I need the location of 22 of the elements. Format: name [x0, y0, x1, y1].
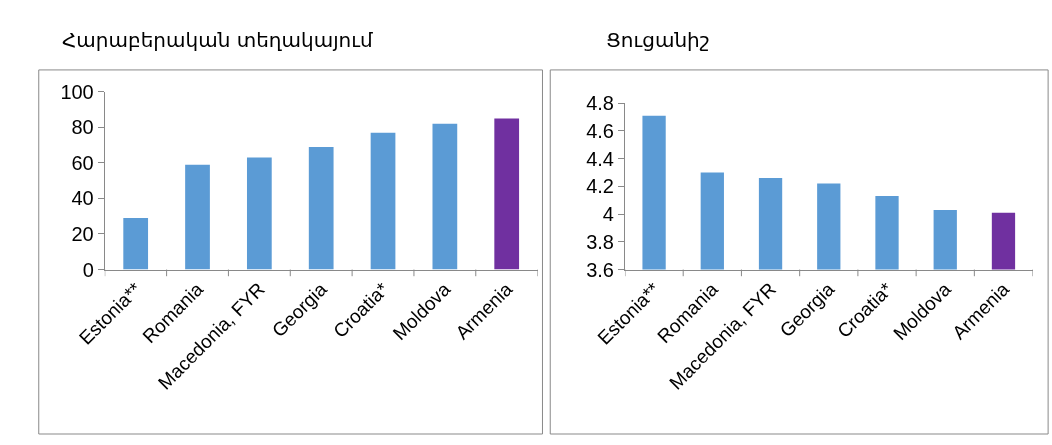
y-tick-label: 80: [71, 116, 94, 139]
y-tick-label: 20: [71, 223, 94, 245]
bar: [370, 132, 396, 270]
y-tick-label: 4: [602, 203, 614, 226]
chart-title: Ցուցանիշ: [606, 28, 710, 52]
y-tick-label: 40: [71, 187, 94, 210]
y-tick-label: 0: [82, 258, 94, 281]
bar: [123, 218, 149, 270]
y-tick-label: 4.2: [586, 175, 614, 198]
y-tick-label: 60: [71, 151, 94, 174]
y-tick-label: 3.6: [586, 258, 614, 281]
chart-title: Հարաբերական տեղակայում: [62, 28, 373, 52]
y-tick-label: 4.8: [586, 92, 614, 115]
y-tick-label: 4.6: [586, 119, 614, 142]
bar: [494, 118, 520, 270]
bar: [185, 164, 210, 270]
bar: [432, 123, 458, 270]
y-tick-label: 100: [60, 80, 94, 103]
y-tick-label: 4.4: [586, 147, 614, 170]
bar: [246, 157, 272, 270]
y-tick-label: 3.8: [586, 230, 614, 253]
bar: [308, 146, 334, 270]
